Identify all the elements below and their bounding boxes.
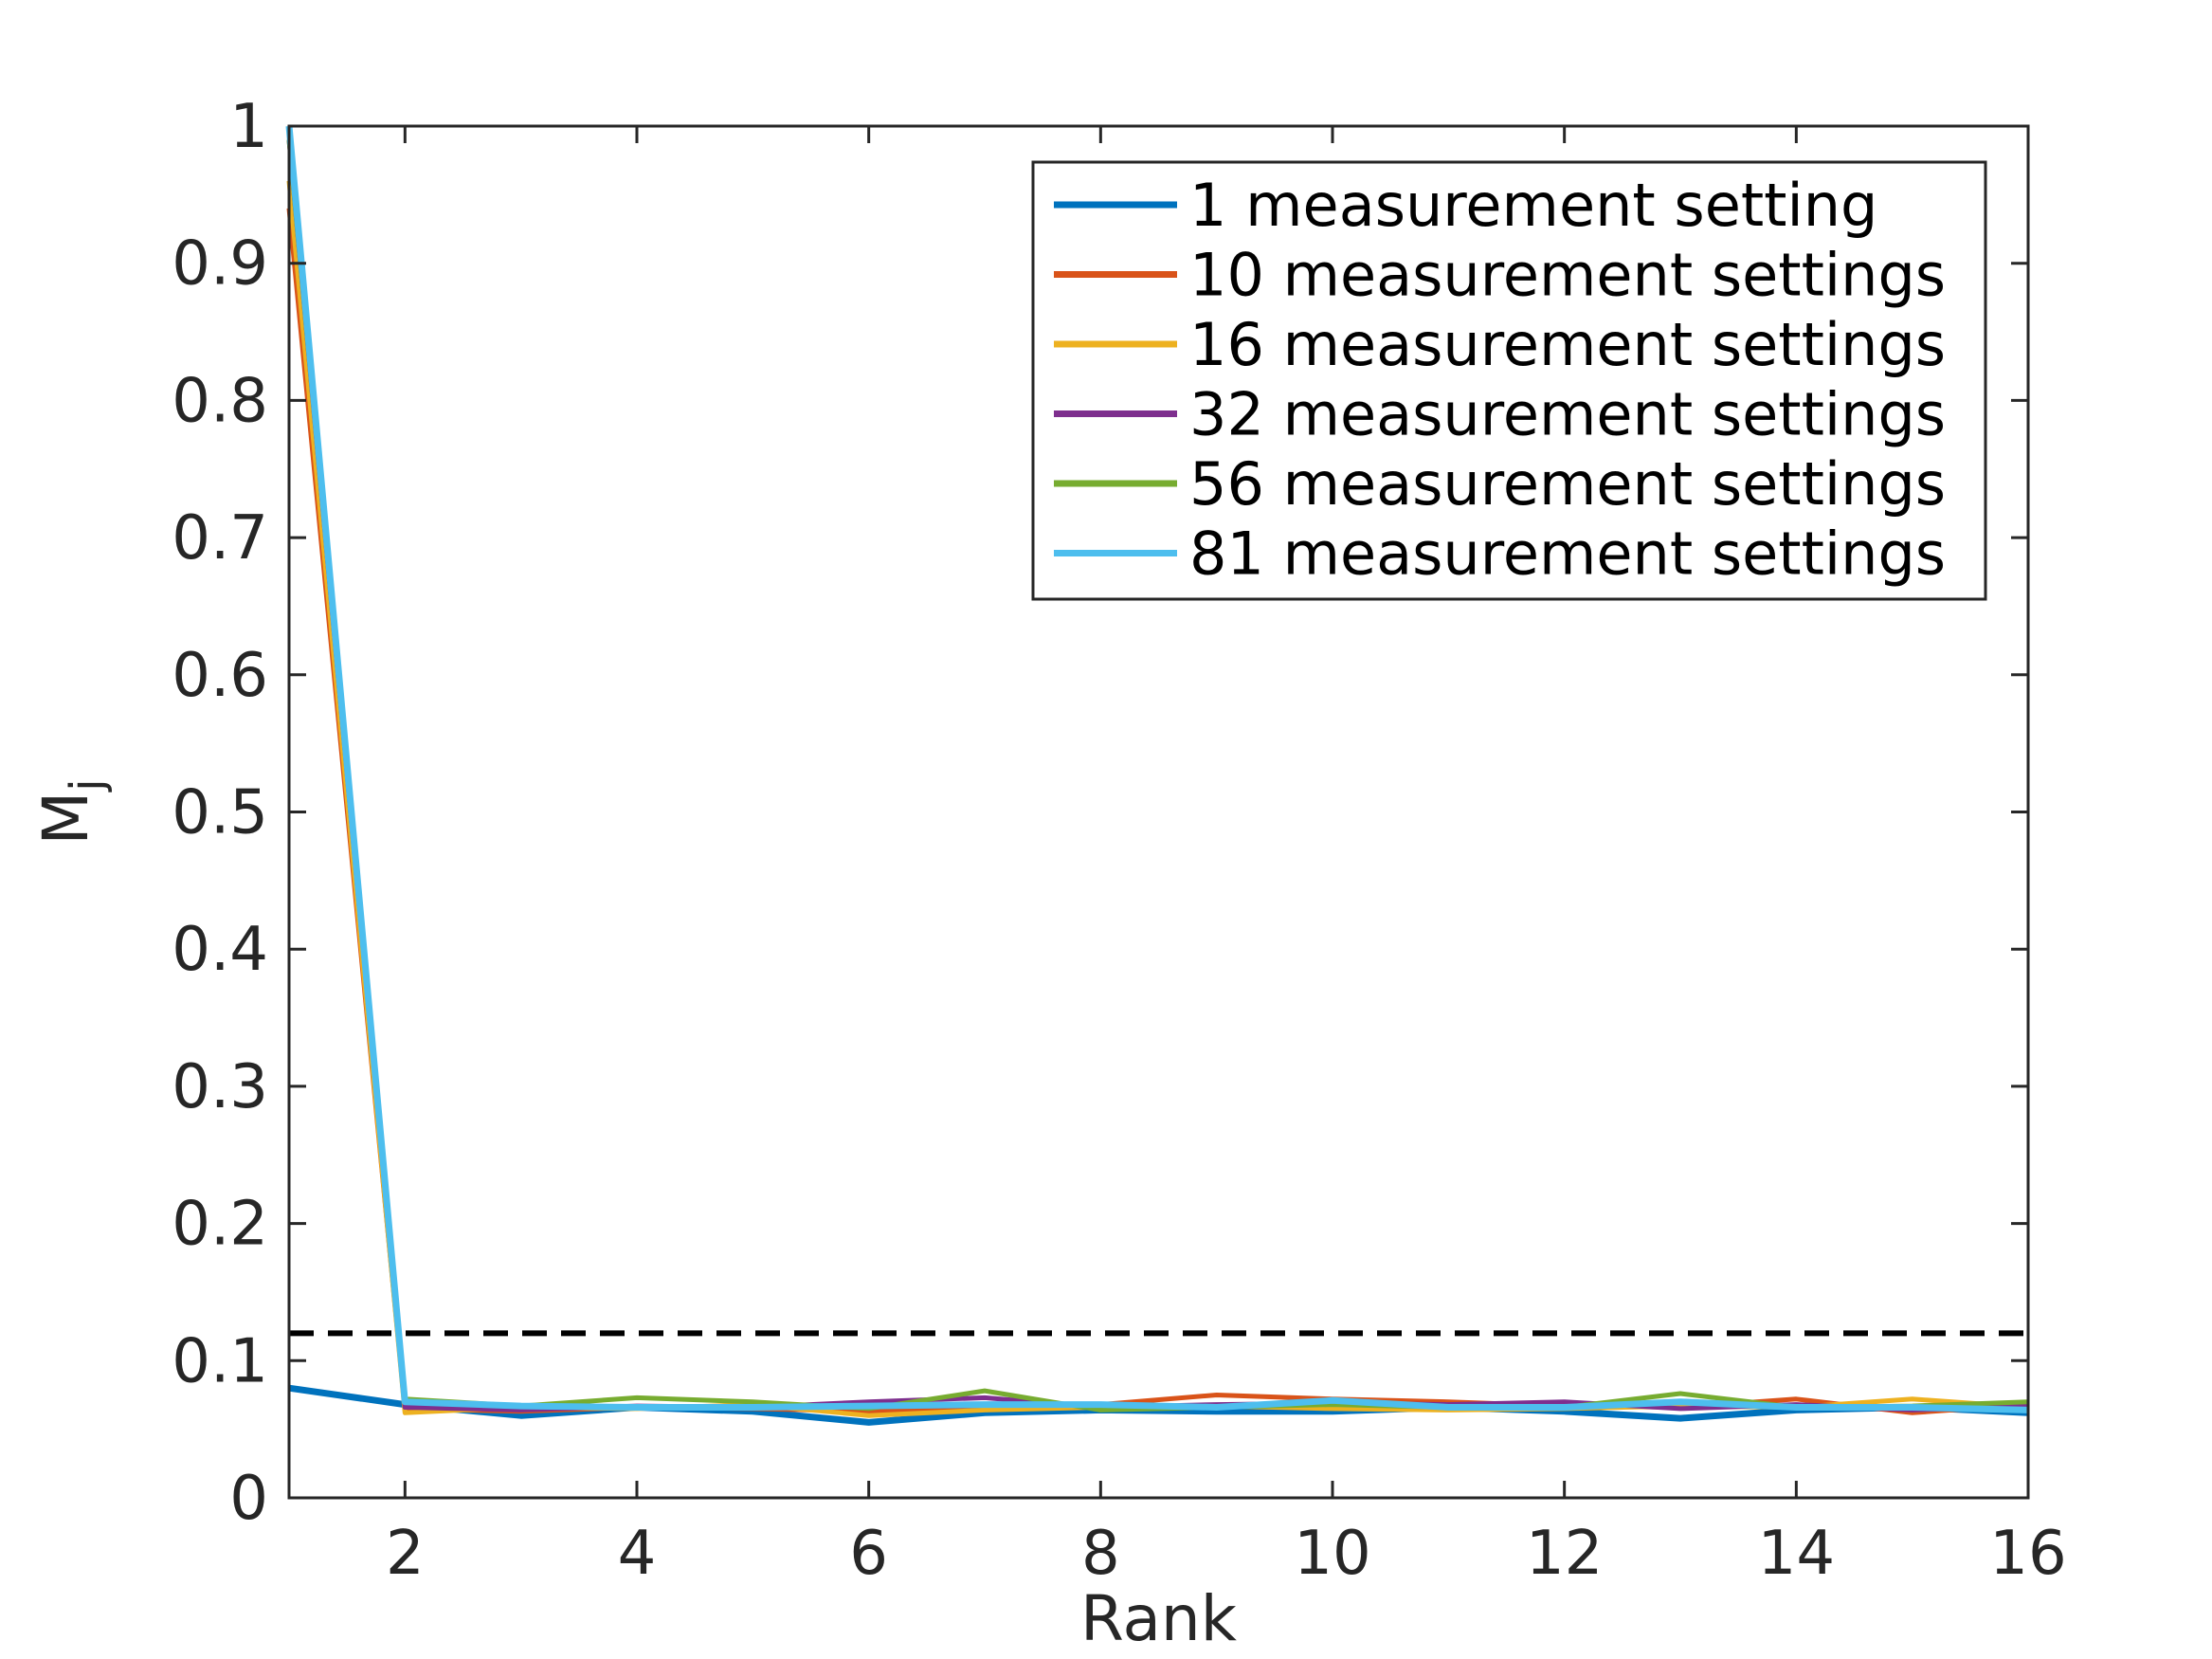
x-tick-label: 6 (849, 1519, 888, 1589)
y-tick-label: 0.9 (172, 229, 268, 300)
axes-layer: 2 4 6 8 10 12 14 16 0 0.1 0.2 0.3 0.4 0.5 0.6 0.7 0.8 0.9… (172, 92, 2067, 1589)
x-tick-label: 16 (1989, 1519, 2066, 1589)
series-line-6 (285, 125, 2029, 1413)
legend-entry-label: 1 measurement setting (1189, 171, 1877, 240)
legend-entry-label: 81 measurement settings (1189, 520, 1946, 589)
y-axis-label: Mj (29, 778, 114, 845)
y-axis-label-subscript: j (61, 778, 114, 792)
x-tick-label: 12 (1526, 1519, 1603, 1589)
y-tick-label: 0.3 (172, 1052, 268, 1122)
legend-entry-label: 32 measurement settings (1189, 380, 1946, 449)
x-tick-label: 2 (386, 1519, 425, 1589)
x-axis-label: Rank (1080, 1582, 1238, 1655)
y-tick-label: 0 (229, 1464, 268, 1534)
y-tick-label: 0.7 (172, 503, 268, 574)
x-tick-label: 8 (1081, 1519, 1120, 1589)
y-tick-label: 0.2 (172, 1190, 268, 1260)
y-tick-label: 0.1 (172, 1326, 268, 1396)
x-tick-label: 14 (1758, 1519, 1835, 1589)
y-tick-label: 0.8 (172, 366, 268, 436)
legend-entry-label: 56 measurement settings (1189, 449, 1946, 519)
y-tick-label: 0.4 (172, 915, 268, 985)
x-tick-label: 4 (618, 1519, 657, 1589)
legend-box (1031, 160, 1987, 601)
series-layer (285, 125, 2029, 1426)
y-tick-label: 0.5 (172, 778, 268, 848)
x-tick-label: 10 (1294, 1519, 1370, 1589)
y-tick-label: 1 (229, 92, 268, 162)
y-tick-label: 0.6 (172, 641, 268, 711)
legend-entry-label: 10 measurement settings (1189, 241, 1946, 310)
y-axis-label-main: M (29, 792, 102, 846)
legend-entry-label: 16 measurement settings (1189, 310, 1946, 379)
